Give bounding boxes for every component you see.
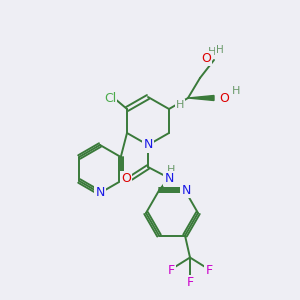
Text: O: O [201, 52, 211, 64]
Text: N: N [181, 184, 191, 197]
Text: H: H [232, 86, 240, 96]
Text: F: F [167, 264, 175, 277]
Text: Cl: Cl [104, 92, 116, 104]
Polygon shape [188, 95, 214, 101]
Text: H: H [208, 47, 216, 57]
Text: N: N [95, 187, 105, 200]
Text: N: N [143, 139, 153, 152]
Text: O: O [219, 92, 229, 104]
Text: H: H [176, 100, 184, 110]
Text: F: F [206, 264, 213, 277]
Text: H: H [216, 45, 224, 55]
Text: O: O [121, 172, 131, 184]
Text: N: N [164, 172, 174, 184]
Text: F: F [186, 276, 194, 289]
Text: H: H [167, 165, 175, 175]
